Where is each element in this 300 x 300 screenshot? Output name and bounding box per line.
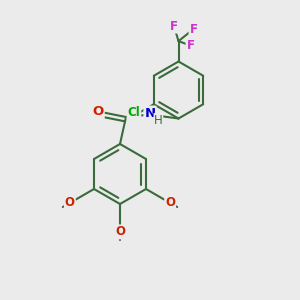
Text: H: H xyxy=(154,113,163,127)
Text: O: O xyxy=(92,105,104,118)
Text: F: F xyxy=(190,22,197,36)
Text: O: O xyxy=(65,196,75,209)
Text: O: O xyxy=(165,196,175,209)
Text: F: F xyxy=(170,20,178,33)
Text: F: F xyxy=(187,39,194,52)
Text: O: O xyxy=(115,225,125,239)
Text: N: N xyxy=(144,106,156,120)
Text: Cl: Cl xyxy=(128,106,140,119)
